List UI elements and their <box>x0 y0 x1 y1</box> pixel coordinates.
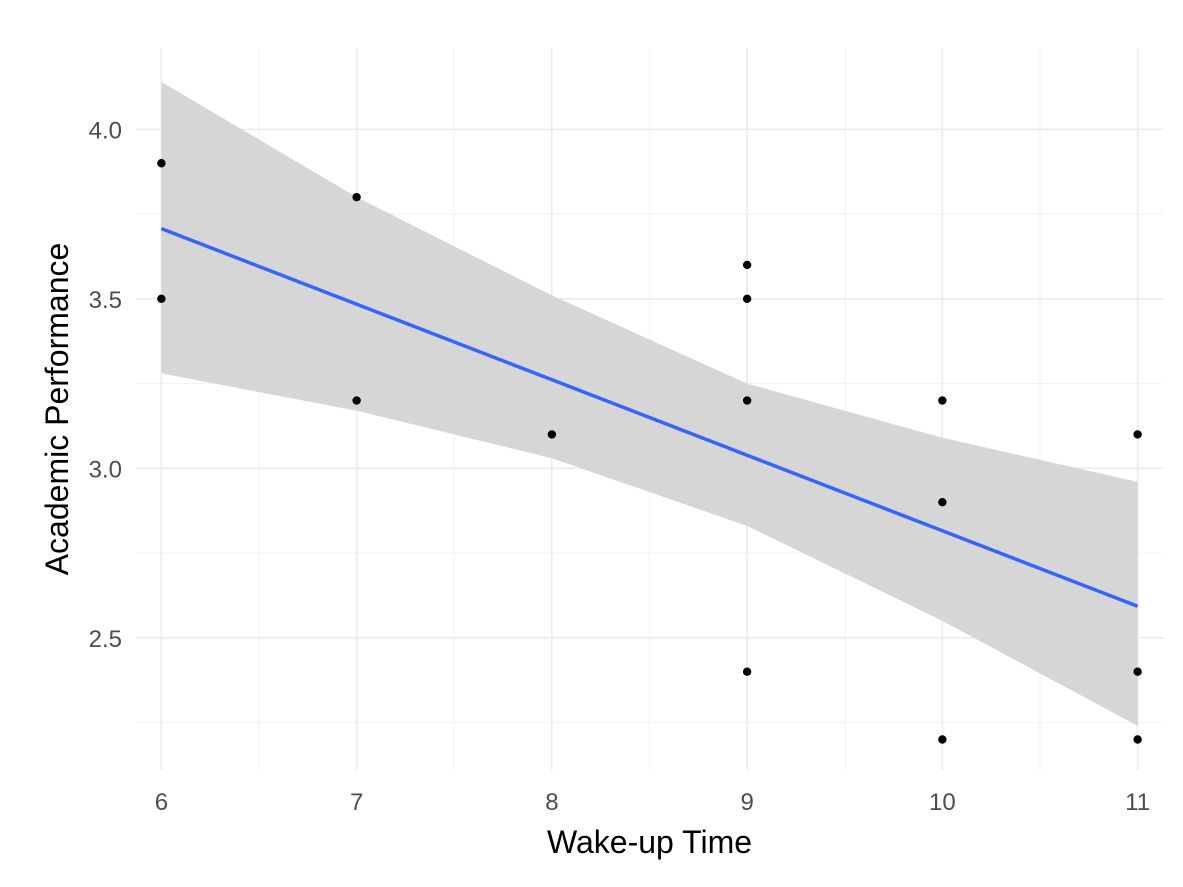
x-tick-labels: 6 7 8 9 10 11 <box>155 789 1150 816</box>
data-points <box>157 159 1142 744</box>
x-tick-label: 10 <box>929 789 956 816</box>
regression-line <box>160 227 1139 608</box>
data-point <box>742 396 752 405</box>
data-point <box>352 396 361 405</box>
y-axis-title: Academic Performance <box>39 243 75 576</box>
data-point <box>157 159 166 168</box>
data-point <box>938 498 947 507</box>
data-point <box>157 294 166 304</box>
y-tick-labels: 2.5 3.0 3.5 4.0 <box>89 117 122 652</box>
data-point <box>938 735 947 744</box>
x-tick-label: 9 <box>740 789 753 816</box>
data-point <box>1133 667 1142 676</box>
data-point <box>742 667 752 676</box>
x-axis-title: Wake-up Time <box>547 824 752 860</box>
minor-gridlines <box>136 48 1163 770</box>
y-tick-label: 3.5 <box>89 287 122 314</box>
y-tick-label: 3.0 <box>89 456 122 483</box>
y-tick-label: 2.5 <box>89 626 122 653</box>
y-tick-label: 4.0 <box>89 117 122 144</box>
data-point <box>547 430 557 439</box>
data-point <box>742 260 752 270</box>
data-point <box>938 396 947 405</box>
x-tick-label: 11 <box>1125 789 1150 816</box>
confidence-ribbon <box>161 81 1138 726</box>
data-point <box>742 294 752 304</box>
x-tick-label: 8 <box>545 789 558 816</box>
data-point <box>352 192 361 202</box>
data-point <box>1133 735 1142 744</box>
x-tick-label: 7 <box>350 789 363 816</box>
x-tick-label: 6 <box>155 789 168 816</box>
data-point <box>1133 430 1142 439</box>
